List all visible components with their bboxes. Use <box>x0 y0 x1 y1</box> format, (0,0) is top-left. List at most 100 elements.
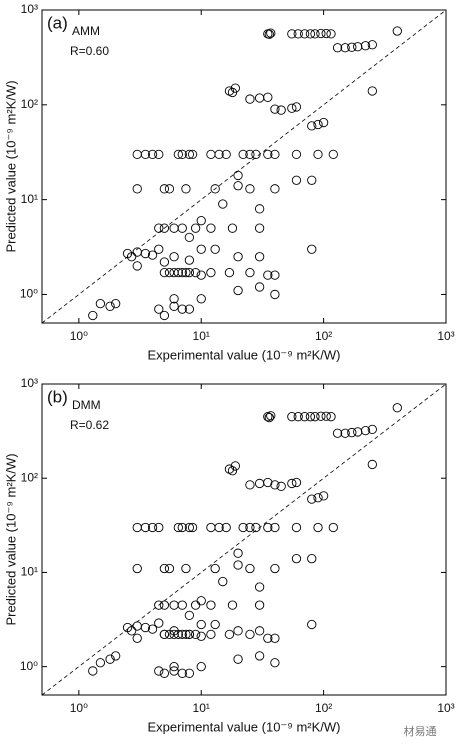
point <box>340 43 350 53</box>
point <box>169 294 179 304</box>
x-tick-label: 10⁰ <box>70 329 88 343</box>
point <box>177 223 187 233</box>
y-tick-label: 10¹ <box>21 565 38 579</box>
point <box>154 618 164 628</box>
point <box>266 28 276 38</box>
point <box>177 304 187 314</box>
y-axis-title: Predicted value (10⁻⁹ m²K/W) <box>3 453 18 625</box>
point <box>190 600 201 610</box>
point <box>245 267 255 278</box>
point <box>159 629 170 640</box>
point <box>326 29 336 39</box>
point <box>287 29 297 39</box>
point <box>218 199 228 209</box>
point <box>181 267 191 278</box>
point <box>245 563 255 574</box>
point <box>291 554 302 564</box>
point <box>266 411 276 421</box>
point <box>360 41 371 51</box>
point <box>254 582 265 592</box>
point <box>270 522 280 533</box>
point <box>347 427 357 438</box>
point <box>287 412 297 422</box>
point <box>169 301 179 311</box>
point <box>169 661 179 672</box>
point <box>287 478 297 489</box>
point <box>263 522 273 533</box>
point <box>154 600 164 610</box>
point <box>184 610 195 621</box>
point <box>159 223 170 233</box>
point <box>347 42 357 52</box>
point <box>245 629 255 640</box>
point <box>251 149 261 160</box>
point <box>95 658 106 668</box>
point <box>264 29 274 39</box>
point <box>224 267 235 278</box>
point <box>233 560 243 570</box>
point <box>210 563 220 574</box>
point <box>196 661 206 672</box>
point <box>221 522 231 533</box>
point <box>154 149 164 160</box>
panel-label: (a) <box>47 13 68 32</box>
point <box>254 626 265 636</box>
point <box>105 301 115 311</box>
point <box>154 666 164 676</box>
point <box>206 600 216 610</box>
point <box>291 522 302 533</box>
point <box>210 619 220 630</box>
point <box>181 184 191 194</box>
point <box>300 412 310 422</box>
point <box>360 425 371 436</box>
point <box>230 461 240 471</box>
point <box>154 244 164 254</box>
annotation: R=0.60 <box>70 44 109 58</box>
point <box>318 117 329 128</box>
x-tick-label: 10¹ <box>193 701 210 715</box>
y-tick-label: 10⁰ <box>20 287 38 301</box>
point <box>169 252 179 262</box>
point <box>173 629 183 640</box>
point <box>184 232 195 243</box>
y-tick-label: 10² <box>21 97 38 111</box>
point <box>196 270 206 280</box>
point <box>206 522 216 533</box>
point <box>147 624 158 634</box>
point <box>392 26 402 36</box>
point <box>367 40 377 50</box>
point <box>367 459 377 470</box>
point <box>310 412 320 422</box>
point <box>140 522 151 533</box>
point <box>263 92 273 102</box>
point <box>307 175 317 185</box>
x-tick-label: 10³ <box>437 329 454 343</box>
point <box>177 600 187 610</box>
point <box>147 149 158 160</box>
x-axis-title: Experimental value (10⁻⁹ m²K/W) <box>147 719 340 734</box>
y-tick-label: 10³ <box>21 2 38 16</box>
point <box>184 629 195 640</box>
point <box>313 119 323 130</box>
point <box>169 600 179 610</box>
point <box>307 121 317 131</box>
point <box>214 522 224 533</box>
point <box>154 522 164 533</box>
point <box>154 223 164 233</box>
plot-frame <box>41 9 447 324</box>
point <box>263 477 273 488</box>
point <box>233 252 243 262</box>
point <box>187 149 198 160</box>
point <box>190 629 201 640</box>
point <box>132 633 142 643</box>
point <box>159 310 170 321</box>
point <box>332 43 343 53</box>
point <box>173 267 183 278</box>
point <box>263 633 273 643</box>
point <box>164 267 175 278</box>
point <box>132 149 142 160</box>
point <box>164 184 175 194</box>
point <box>132 184 142 194</box>
point <box>293 29 303 39</box>
